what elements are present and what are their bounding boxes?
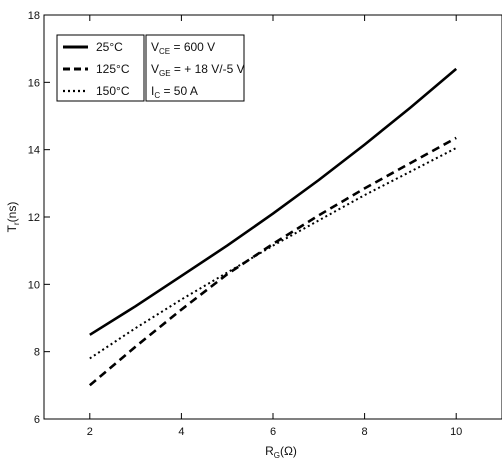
condition-ic: IC = 50 A (151, 84, 198, 100)
x-tick-label: 10 (450, 426, 462, 438)
y-tick-label: 12 (28, 212, 40, 224)
condition-vge: VGE = + 18 V/-5 V (151, 62, 245, 78)
y-tick-label: 14 (28, 145, 40, 157)
y-tick-label: 16 (28, 77, 40, 89)
y-tick-label: 10 (28, 279, 40, 291)
series-lines (88, 67, 458, 387)
condition-vce: VCE = 600 V (151, 40, 215, 56)
x-tick-label: 8 (362, 426, 368, 438)
y-tick-label: 6 (34, 414, 40, 426)
y-tick-label: 18 (28, 10, 40, 22)
legend-label-125c: 125°C (96, 62, 130, 76)
x-axis-title: RG(Ω) (265, 444, 297, 460)
series-line-1 (88, 136, 457, 387)
x-tick-label: 6 (270, 426, 276, 438)
series-line-2 (89, 147, 457, 360)
x-tick-label: 4 (178, 426, 184, 438)
y-axis-title: Tr(ns) (5, 202, 21, 233)
x-tick-label: 2 (87, 426, 93, 438)
y-tick-label: 8 (34, 347, 40, 359)
series-line-0 (89, 67, 458, 336)
conditions-box (145, 34, 245, 102)
legend-label-25c: 25°C (96, 40, 123, 54)
axis-ticks: 2 4 6 8 10 6 8 10 12 14 16 18 (28, 10, 463, 438)
legend-label-150c: 150°C (96, 84, 130, 98)
